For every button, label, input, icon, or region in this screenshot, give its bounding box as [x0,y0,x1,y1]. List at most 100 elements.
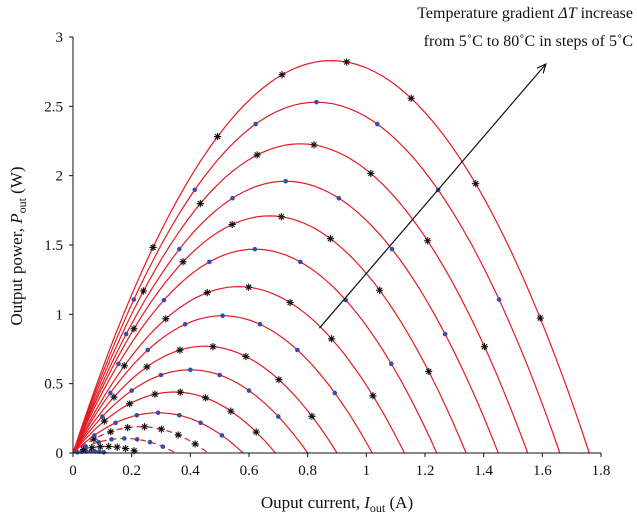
measurement-dot [253,121,258,127]
x-tick-label: 0.6 [240,463,259,479]
measurement-star [130,447,138,455]
measurement-star [107,428,115,436]
measurement-star [149,243,157,252]
measurement-star [278,71,286,79]
measurement-star [327,335,336,343]
measurement-dot [276,414,281,419]
annotation-line-1: Temperature gradient ΔT increase [417,5,633,22]
measurement-star [90,435,98,443]
measurement-star [120,362,128,370]
plot-area [72,59,590,454]
x-axis-title: Ouput current, Iout (A) [261,493,413,515]
measurement-star [407,94,415,102]
measurement-dot [131,297,137,302]
x-tick-label: 1.2 [416,463,435,479]
y-tick-label: 1.5 [44,238,63,254]
annotation-arrow [318,65,545,329]
measurement-dot [207,259,212,265]
measurement-star [286,298,294,307]
y-tick-label: 3 [56,30,64,46]
tick-labels: 0 0.2 0.4 0.6 0.8 1 1.2 1.4 1.6 1.8 0 0.5 1 1.5 2 2.5 3 [44,30,610,479]
measurement-star [176,388,184,396]
series-curve-14 [72,143,529,454]
measurement-star [375,286,384,294]
measurement-star [343,58,351,66]
x-tick-label: 0 [69,463,77,479]
measurement-dot [161,297,167,303]
measurement-dot [217,372,222,378]
measurement-star [253,151,261,159]
measurement-dot [314,99,319,105]
measurement-dot [123,331,129,337]
y-tick-label: 0.5 [44,377,63,393]
measurement-star [122,444,130,453]
measurement-dot [246,388,252,393]
y-tick-label: 0 [56,446,64,462]
measurement-star [79,445,88,454]
series-curve-11 [72,248,438,454]
series-curve-8 [72,345,338,454]
annotation-line-2: from 5˚C to 80˚C in steps of 5˚C [424,33,633,50]
measurement-dot [91,433,97,438]
measurement-star [96,443,104,451]
measurement-star [310,141,318,149]
measurement-star [252,428,260,436]
measurement-dot [332,390,338,396]
measurement-dot [160,444,166,449]
measurement-star [369,392,377,400]
measurement-star [110,393,118,401]
data-markers [75,58,544,455]
measurement-dot [283,178,288,184]
measurement-dot [83,444,89,449]
measurement-star [143,363,151,371]
y-tick-label: 2 [56,169,64,185]
measurement-star [201,394,210,402]
measurement-dot [145,347,151,353]
measurement-dot [129,388,134,393]
measurement-star [124,424,132,432]
measurement-dot [177,413,182,418]
measurement-dot [375,121,380,127]
measurement-star [113,443,121,451]
measurement-star [227,407,235,415]
measurement-star [209,343,217,351]
x-tick-label: 0.2 [122,463,141,479]
measurement-star [191,440,199,448]
measurement-dot [298,259,303,265]
measurement-dot [496,297,502,302]
measurement-star [176,346,184,354]
measurement-star [472,180,480,188]
measurement-dot [122,436,127,441]
measurement-star [130,325,138,333]
measurement-star [157,425,165,433]
measurement-dot [336,195,342,201]
series-curve-13 [72,180,499,454]
measurement-dot [389,246,395,252]
measurement-star [277,213,285,221]
measurement-star [245,283,253,291]
measurement-star [196,200,204,208]
measurement-star [162,315,170,323]
measurement-dot [113,420,118,426]
measurement-star [308,412,316,420]
measurement-dot [219,433,225,438]
measurement-dot [147,439,153,445]
measurement-dot [75,449,80,455]
measurement-dot [100,414,105,419]
measurement-star [140,423,149,431]
measurement-dot [442,331,448,337]
measurement-dot [177,246,182,252]
measurement-dot [220,313,225,319]
measurement-dot [116,361,121,367]
series-curve-15 [72,101,561,454]
measurement-star [174,431,182,439]
x-tick-label: 1.4 [474,463,493,479]
measurement-dot [155,410,161,416]
series-curve-16 [72,59,590,454]
measurement-dot [158,372,164,378]
measurement-star [203,289,211,297]
x-tick-label: 1 [363,463,371,479]
measurement-dot [109,437,114,442]
measurement-dot [257,322,263,327]
